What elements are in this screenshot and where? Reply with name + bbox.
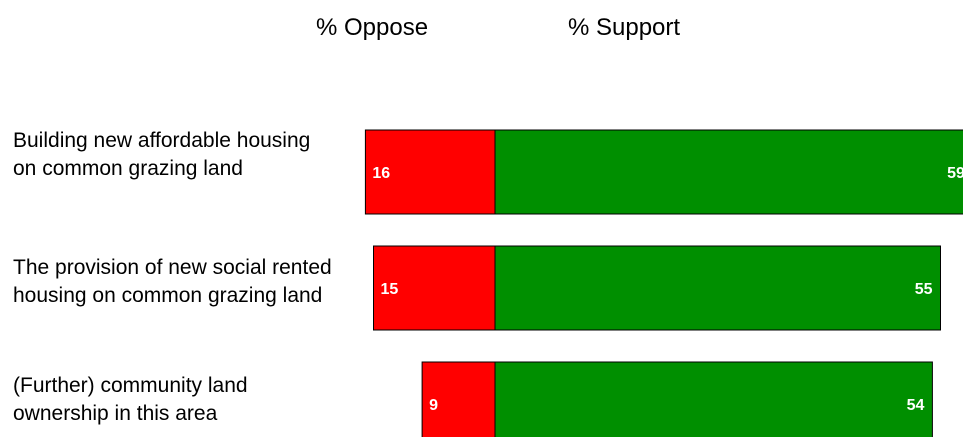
value-label-oppose-3: 9 — [429, 397, 438, 414]
bar-oppose-3 — [421, 361, 496, 437]
legend-oppose: % Oppose — [316, 14, 429, 41]
bar-support-1 — [494, 129, 963, 215]
value-label-oppose-2: 15 — [381, 281, 399, 298]
value-label-support-3: 54 — [907, 397, 925, 414]
bar-oppose-2 — [373, 245, 496, 331]
bar-support-2 — [494, 245, 941, 331]
value-label-support-2: 55 — [915, 281, 933, 298]
category-label-1: Building new affordable housing on commo… — [13, 129, 311, 180]
category-label-2: The provision of new social rented housi… — [13, 256, 332, 307]
bar-support-3 — [494, 361, 933, 437]
value-label-support-1: 59 — [947, 165, 963, 182]
bar-oppose-1 — [364, 129, 496, 215]
category-label-3: (Further) community land ownership in th… — [13, 374, 248, 425]
legend-support: % Support — [568, 14, 681, 41]
value-label-oppose-1: 16 — [372, 165, 390, 182]
